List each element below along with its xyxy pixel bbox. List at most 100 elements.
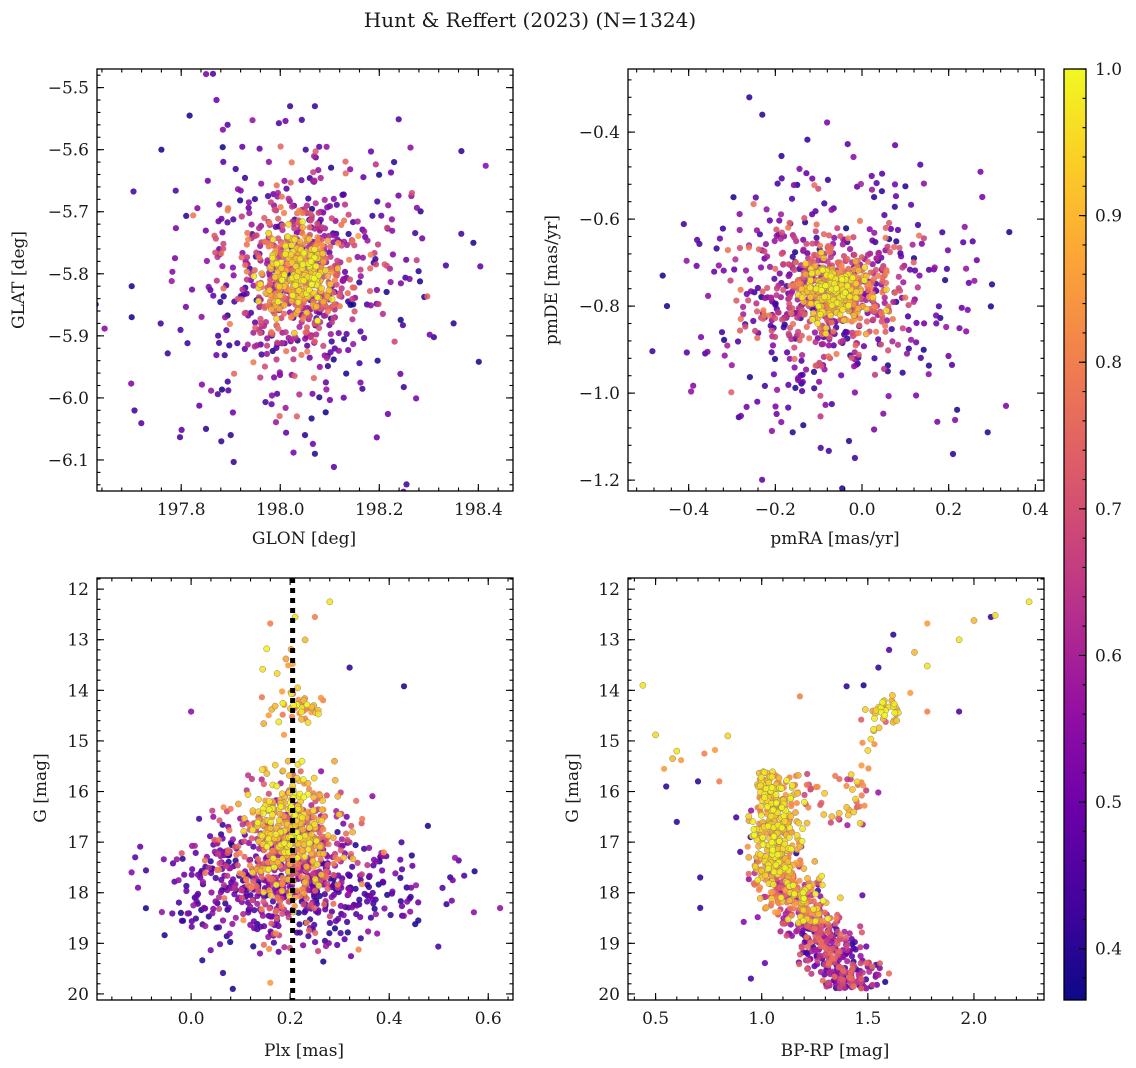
data-point — [379, 310, 386, 317]
data-point — [816, 378, 823, 385]
data-point — [349, 904, 356, 911]
data-point — [768, 349, 775, 356]
data-point — [822, 952, 829, 959]
data-point — [888, 326, 895, 333]
data-point — [281, 944, 288, 951]
data-point — [855, 267, 862, 274]
data-point — [448, 897, 455, 904]
data-point — [779, 316, 786, 323]
y-tick-label: 13 — [598, 631, 620, 651]
data-point — [202, 227, 209, 234]
data-point — [296, 255, 304, 263]
data-point — [413, 204, 420, 211]
data-point — [264, 342, 271, 349]
data-point — [270, 939, 277, 946]
x-axis-label-parallax-magnitude: Plx [mas] — [264, 1041, 344, 1061]
data-point — [786, 219, 793, 226]
axes-frame-parallax-magnitude — [96, 577, 514, 1001]
data-point — [860, 343, 868, 350]
data-point — [875, 971, 882, 979]
data-point — [757, 782, 764, 790]
data-point — [309, 390, 316, 397]
data-point — [857, 944, 864, 951]
data-point — [891, 203, 898, 210]
data-point — [875, 789, 882, 796]
data-point — [809, 240, 816, 247]
data-point — [373, 434, 380, 441]
data-point — [346, 256, 353, 263]
data-point — [890, 631, 897, 638]
data-point — [224, 378, 231, 385]
data-point — [770, 371, 778, 378]
data-point — [345, 211, 352, 218]
points-parallax-magnitude — [128, 598, 504, 993]
data-point — [273, 260, 281, 268]
data-point — [751, 863, 759, 870]
data-point — [312, 148, 319, 155]
data-point — [220, 293, 227, 300]
data-point — [948, 361, 956, 368]
data-point — [320, 258, 327, 266]
data-point — [305, 195, 312, 202]
data-point — [798, 294, 806, 301]
data-point — [315, 209, 322, 216]
data-point — [761, 248, 768, 255]
data-point — [243, 254, 251, 261]
data-point — [275, 718, 283, 726]
data-point — [334, 881, 341, 888]
data-point — [810, 251, 818, 258]
data-point — [819, 897, 827, 905]
data-point — [773, 292, 780, 299]
y-axis-label-sky: GLAT [deg] — [9, 231, 29, 329]
data-point — [788, 781, 796, 789]
data-point — [861, 277, 868, 284]
data-point — [279, 339, 286, 347]
data-point — [817, 413, 824, 420]
data-point — [211, 232, 218, 239]
data-point — [274, 390, 281, 397]
data-point — [222, 314, 229, 321]
data-point — [845, 437, 853, 445]
data-point — [784, 349, 791, 356]
data-point — [688, 388, 695, 395]
data-point — [229, 409, 236, 416]
data-point — [844, 811, 852, 819]
data-point — [821, 200, 828, 207]
data-point — [349, 296, 356, 303]
data-point — [330, 195, 337, 202]
data-point — [326, 396, 333, 404]
axes-frame-sky — [96, 68, 514, 492]
data-point — [261, 214, 268, 222]
data-point — [330, 356, 337, 363]
data-point — [164, 350, 171, 357]
data-point — [893, 238, 900, 245]
data-point — [258, 351, 265, 358]
data-point — [913, 319, 920, 326]
data-point — [771, 237, 778, 245]
data-point — [774, 851, 782, 859]
data-point — [178, 850, 185, 857]
data-point — [759, 288, 766, 295]
data-point — [224, 872, 231, 879]
data-point — [278, 276, 286, 284]
data-point — [749, 818, 757, 825]
data-point — [827, 312, 834, 319]
data-point — [344, 929, 351, 936]
data-point — [300, 901, 307, 908]
data-point — [328, 894, 335, 901]
data-point — [786, 294, 793, 301]
data-point — [804, 250, 811, 257]
data-point — [241, 310, 248, 317]
data-point — [247, 903, 254, 910]
data-point — [319, 298, 327, 306]
data-point — [804, 874, 811, 882]
data-point — [343, 241, 351, 249]
data-point — [220, 882, 227, 889]
data-point — [737, 315, 744, 323]
data-point — [787, 845, 795, 853]
data-point — [885, 393, 892, 400]
data-point — [227, 432, 234, 439]
data-point — [349, 828, 356, 836]
data-point — [791, 890, 798, 898]
data-point — [184, 910, 191, 917]
